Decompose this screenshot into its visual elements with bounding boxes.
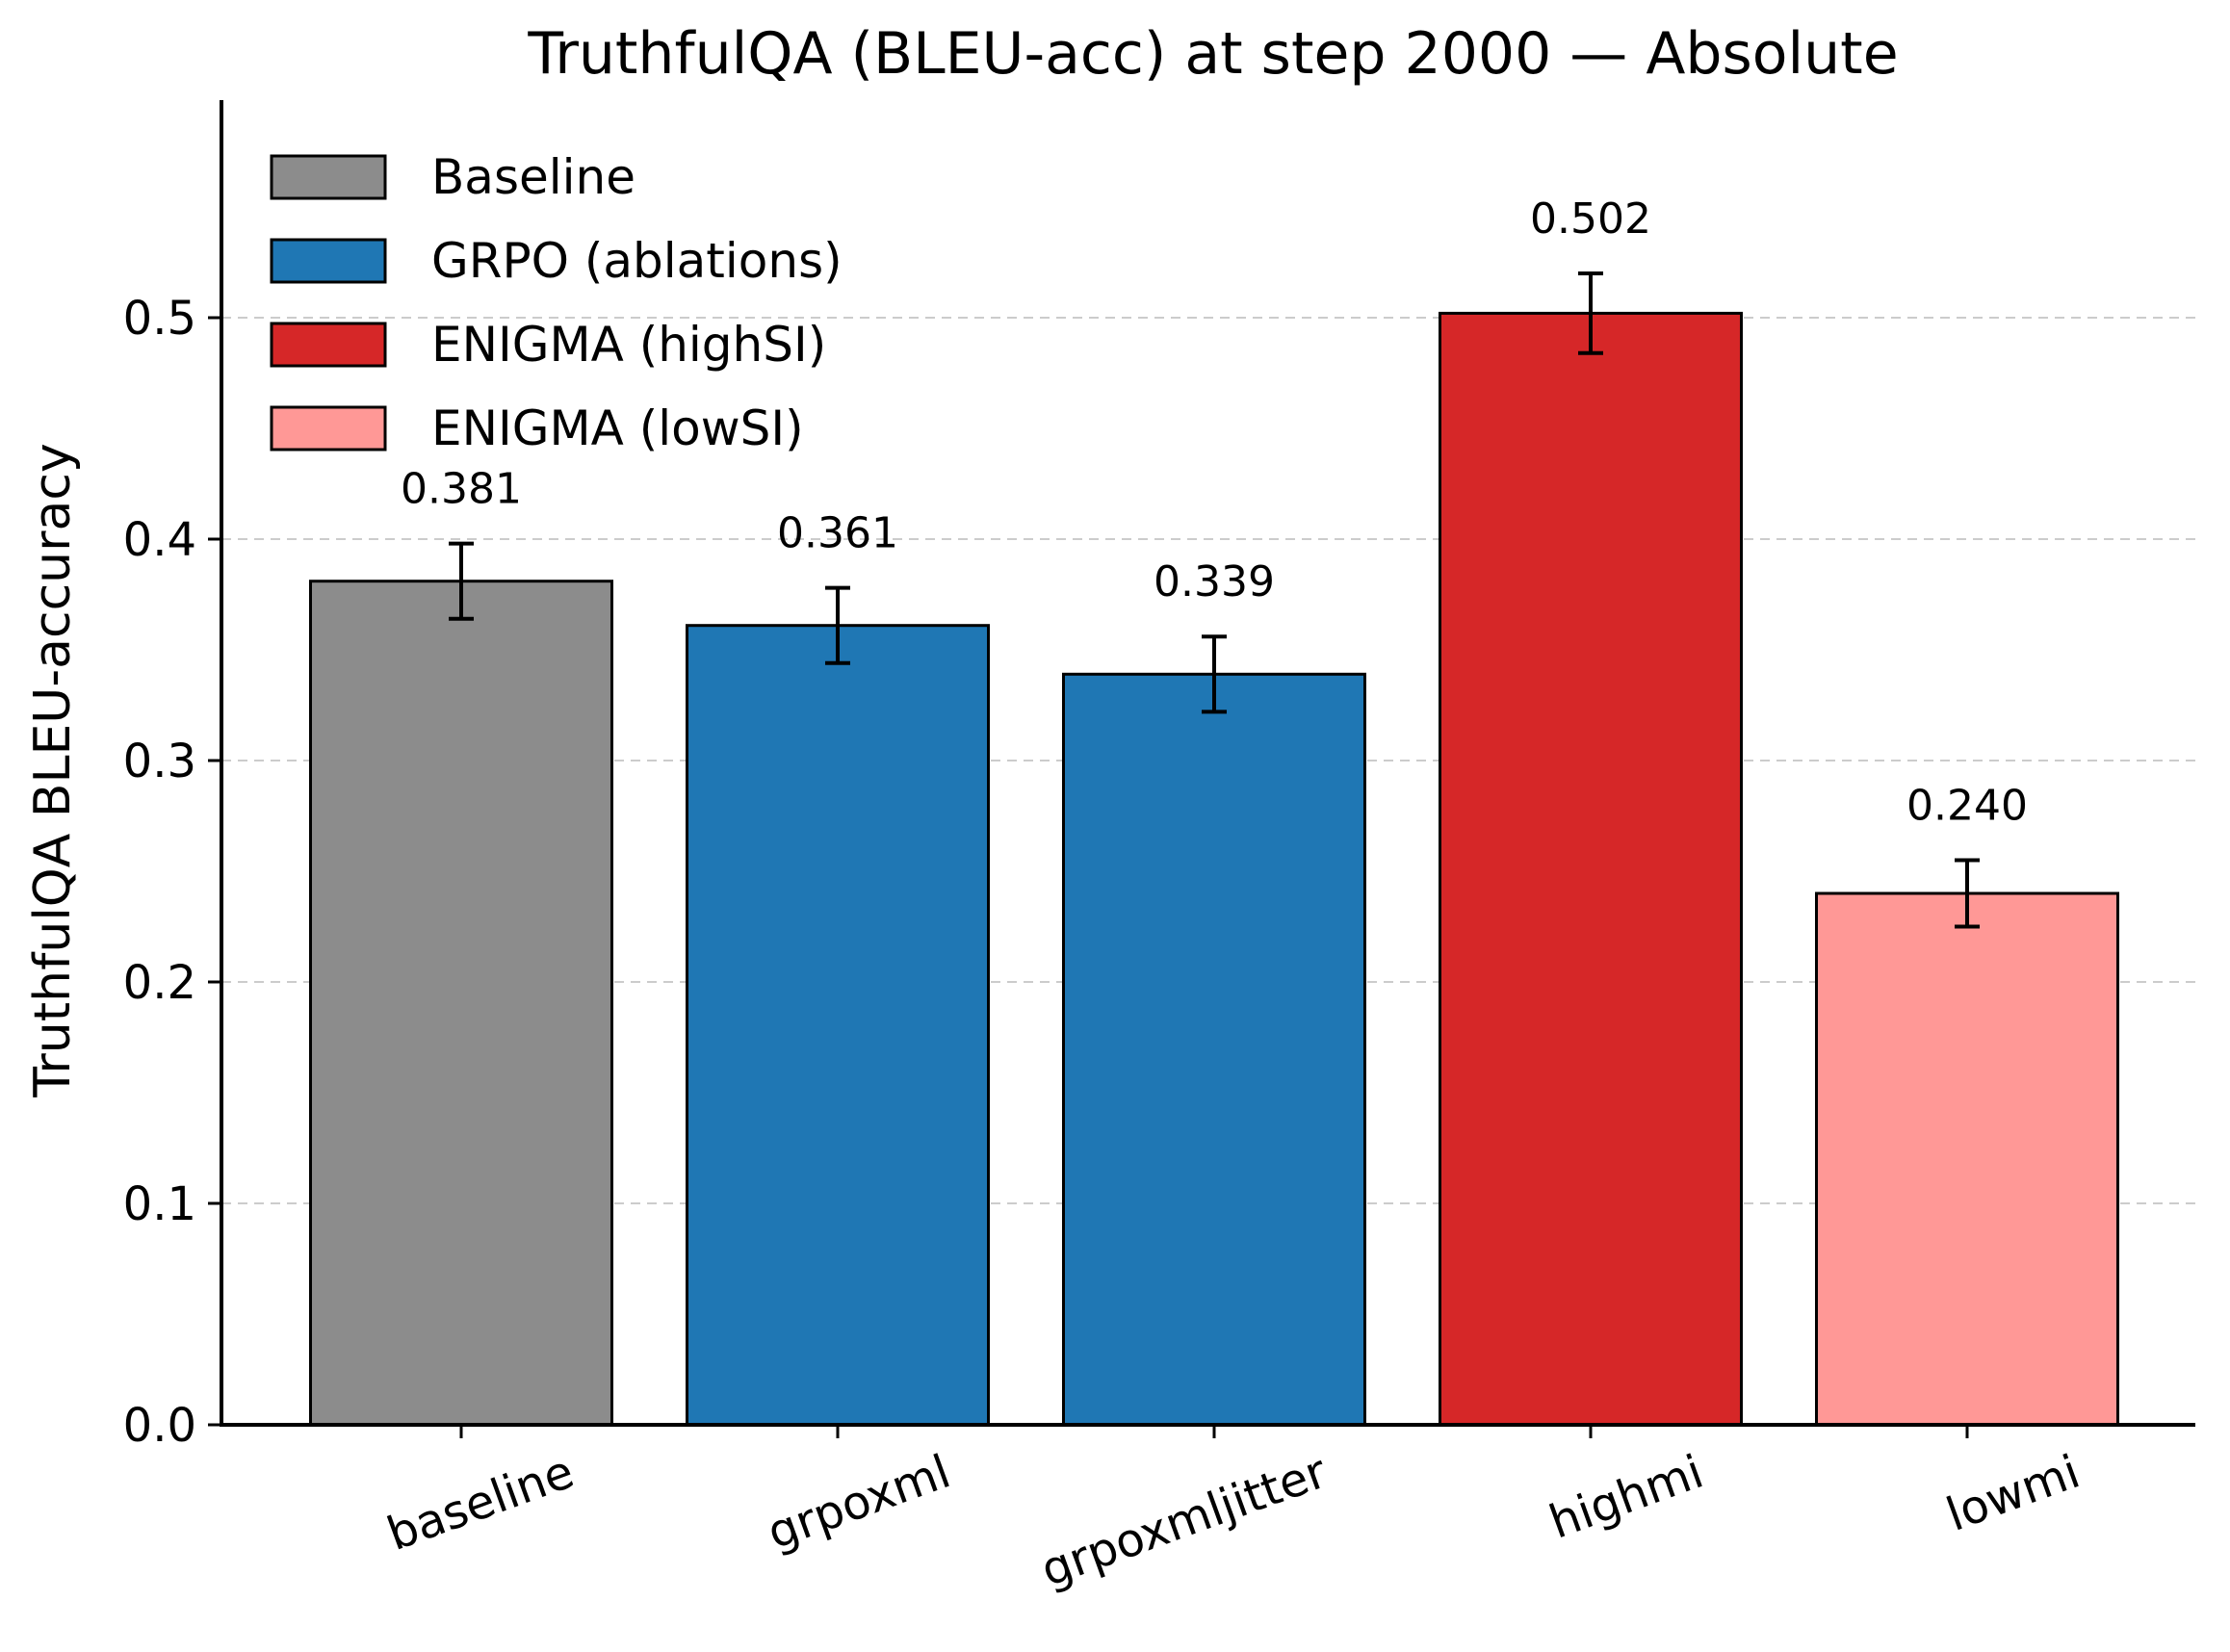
y-tick-label: 0.0 [123,1399,196,1453]
y-tick-label: 0.5 [123,292,196,346]
x-tick-label-grpoxml: grpoxml [761,1445,957,1561]
x-tick-label-lowmi: lowmi [1939,1445,2087,1542]
x-tick-label-highmi: highmi [1543,1445,1710,1550]
y-tick-label: 0.3 [123,735,196,788]
data-label-lowmi: 0.240 [1906,782,2028,831]
x-tick-label-baseline: baseline [380,1445,581,1562]
chart-title: TruthfulQA (BLEU-acc) at step 2000 — Abs… [527,20,1898,88]
legend-label: GRPO (ablations) [431,233,843,289]
bar-highmi [1439,311,1743,1427]
y-tick-label: 0.1 [123,1177,196,1231]
bar-baseline [309,580,613,1427]
y-axis-label: TruthfulQA BLEU-accuracy [24,443,82,1097]
legend-swatch [270,322,387,368]
legend-swatch [270,238,387,284]
x-tick-label-grpoxmljitter: grpoxmljitter [1034,1445,1334,1598]
y-tick-label: 0.4 [123,513,196,567]
data-label-highmi: 0.502 [1530,194,1651,244]
legend-label: ENIGMA (lowSI) [431,400,804,456]
data-label-baseline: 0.381 [401,465,522,514]
bar-lowmi [1815,891,2119,1427]
legend-label: Baseline [431,149,635,205]
bars: 0.381 0.361 0.339 0.502 0.240 [309,194,2119,1427]
legend-swatch [270,405,387,452]
data-label-grpoxml: 0.361 [777,509,898,558]
bar-grpoxmljitter [1062,672,1366,1427]
legend-label: ENIGMA (highSI) [431,317,826,373]
bar-grpoxml [686,624,990,1427]
legend-swatch [270,154,387,200]
legend: Baseline GRPO (ablations) ENIGMA (highSI) E… [270,149,843,456]
y-tick-label: 0.2 [123,956,196,1010]
data-label-grpoxmljitter: 0.339 [1154,557,1275,607]
